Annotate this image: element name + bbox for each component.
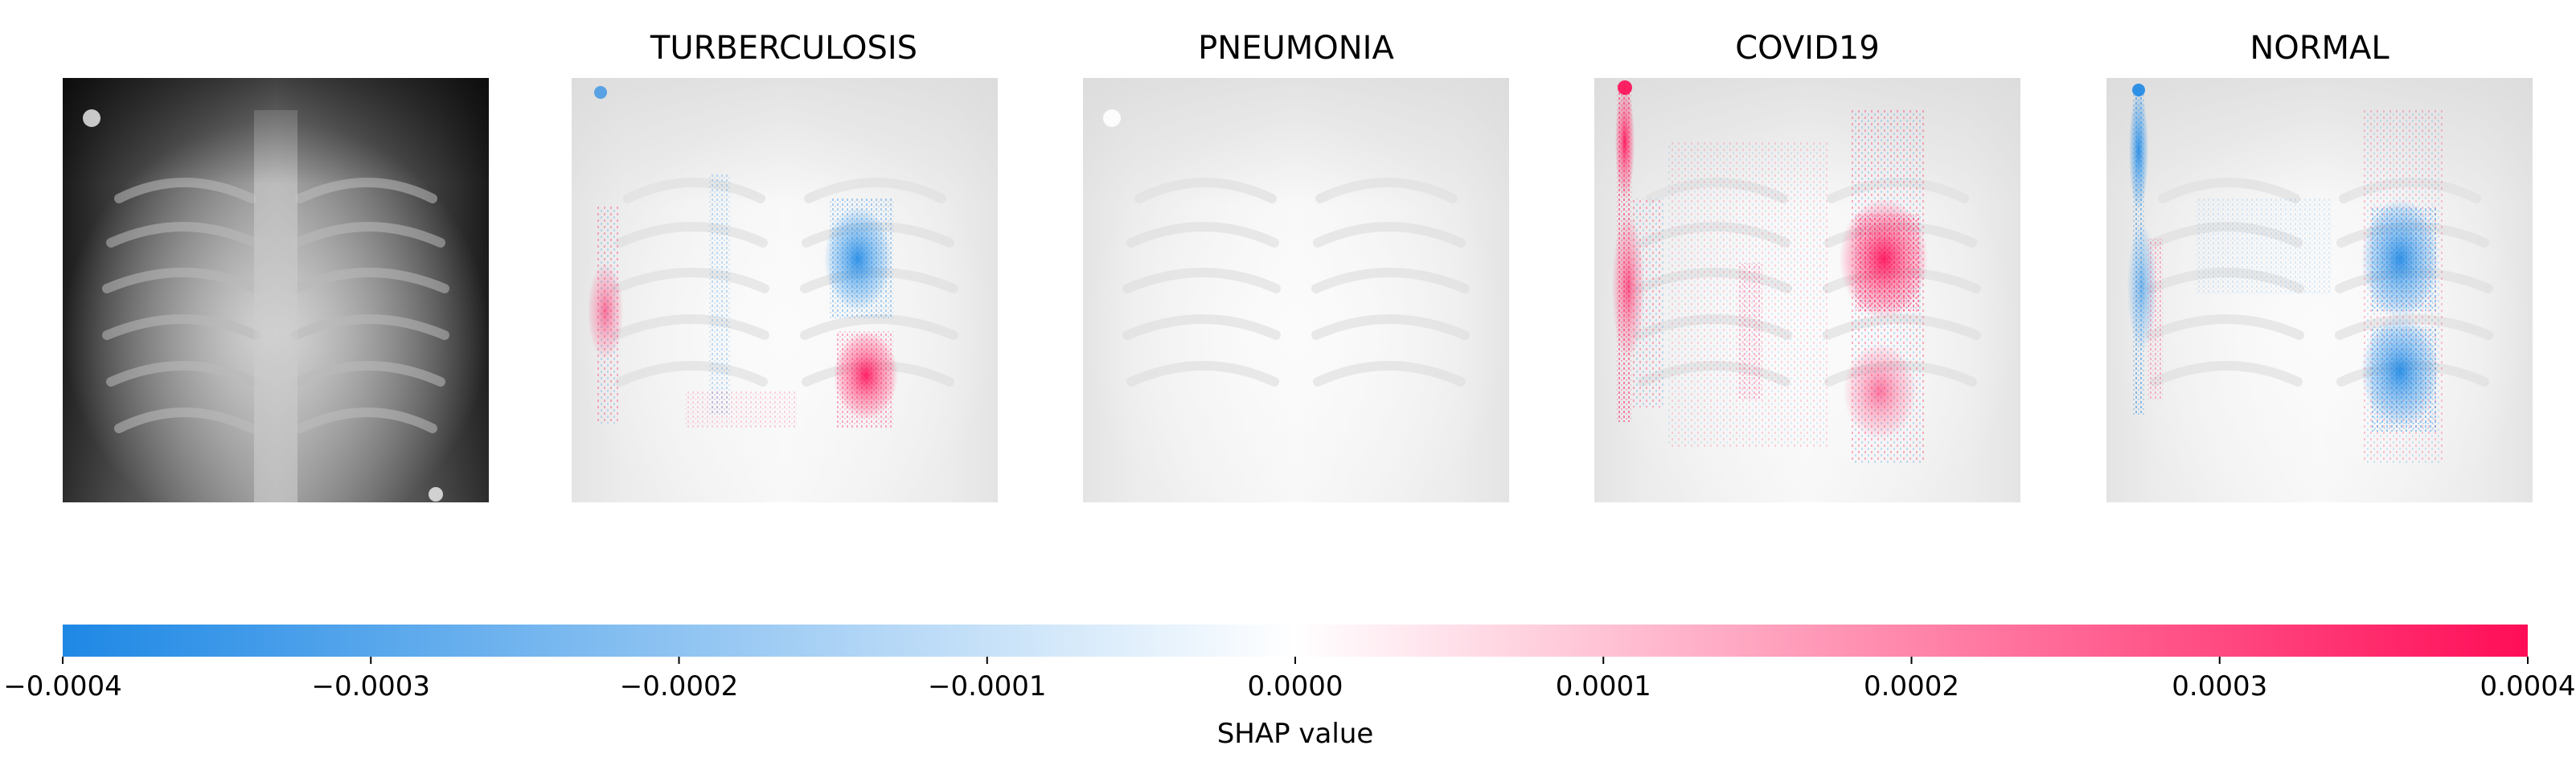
shap-panel-pneumonia	[1083, 78, 1509, 502]
shap-panel-tuberculosis	[572, 78, 998, 502]
colorbar-tick-label: −0.0001	[928, 670, 1046, 703]
colorbar-tick-label: −0.0003	[312, 670, 430, 703]
colorbar-tick-label: 0.0002	[1864, 670, 1959, 703]
panel-title-normal: NORMAL	[2250, 30, 2389, 67]
shap-panel-covid19	[1594, 78, 2020, 502]
colorbar-tick-label: 0.0001	[1556, 670, 1651, 703]
colorbar-tick-label: −0.0002	[620, 670, 738, 703]
shap-panel-normal	[2106, 78, 2533, 502]
colorbar-tick-label: 0.0003	[2172, 670, 2267, 703]
panel-title-pneumonia: PNEUMONIA	[1198, 30, 1394, 67]
colorbar-tick-label: 0.0004	[2480, 670, 2576, 703]
colorbar-ticks: −0.0004 −0.0003 −0.0002 −0.0001 0.0000 0.0001…	[3, 657, 2575, 703]
panel-titles: TURBERCULOSIS PNEUMONIA COVID19 NORMAL	[650, 30, 2389, 67]
panel-title-tuberculosis: TURBERCULOSIS	[650, 30, 917, 67]
colorbar-tick-label: 0.0000	[1248, 670, 1343, 703]
colorbar: −0.0004 −0.0003 −0.0002 −0.0001 0.0000 0.0001…	[3, 625, 2575, 750]
colorbar-label: SHAP value	[1217, 718, 1374, 750]
colorbar-tick-label: −0.0004	[3, 670, 121, 703]
colorbar-gradient	[63, 625, 2528, 657]
panel-title-covid19: COVID19	[1735, 30, 1880, 67]
xray-original-panel	[63, 78, 489, 502]
